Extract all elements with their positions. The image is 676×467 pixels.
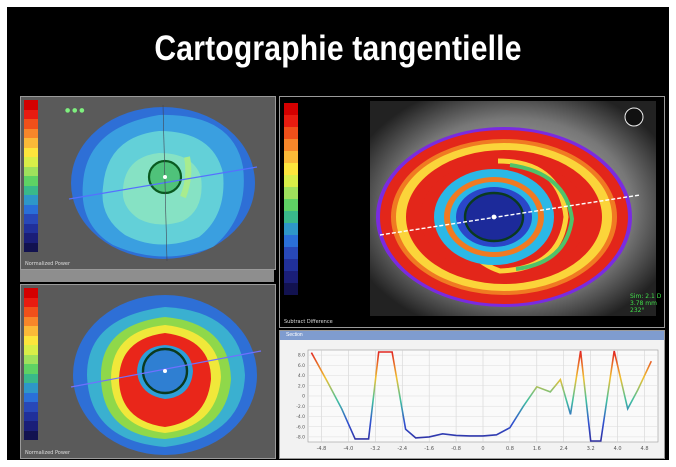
x-tick-label: -4.8 bbox=[317, 446, 327, 452]
color-scale bbox=[24, 288, 38, 440]
x-tick-label: 4.8 bbox=[641, 446, 649, 452]
color-scale bbox=[24, 100, 38, 252]
scale-swatch bbox=[284, 175, 298, 187]
scale-swatch bbox=[24, 128, 38, 138]
profile-panel: Section -4.8 -4.0 -3.2 -2.4 -1.6 -0.8 0 0.8 1.6 2… bbox=[279, 330, 665, 459]
difference-map-panel: Sim: 2.1 D 3.78 mm 232° Subtract Differe… bbox=[279, 96, 665, 328]
scale-swatch bbox=[24, 421, 38, 431]
figure-frame: Cartographie tangentielle ● ● ● Normaliz… bbox=[7, 7, 669, 460]
x-tick-label: -0.8 bbox=[451, 446, 461, 452]
figure-title: Cartographie tangentielle bbox=[154, 29, 522, 68]
scale-swatch bbox=[284, 127, 298, 139]
scale-swatch bbox=[24, 214, 38, 224]
scale-swatch bbox=[284, 247, 298, 259]
scale-swatch bbox=[24, 204, 38, 214]
scale-swatch bbox=[24, 166, 38, 176]
scale-swatch bbox=[284, 151, 298, 163]
scale-swatch bbox=[284, 199, 298, 211]
scale-swatch bbox=[24, 411, 38, 421]
scale-swatch bbox=[284, 283, 298, 295]
scale-swatch bbox=[284, 235, 298, 247]
x-tick-label: -4.0 bbox=[344, 446, 354, 452]
x-tick-label: 0.8 bbox=[506, 446, 514, 452]
y-tick-label: -4.0 bbox=[296, 414, 305, 420]
profile-chart: -4.8 -4.0 -3.2 -2.4 -1.6 -0.8 0 0.8 1.6 2.4 3.2 4.0… bbox=[296, 349, 659, 452]
scale-swatch bbox=[24, 402, 38, 412]
scale-swatch bbox=[24, 297, 38, 307]
scale-swatch bbox=[24, 373, 38, 383]
scale-swatch bbox=[24, 195, 38, 205]
x-tick-label: 3.2 bbox=[587, 446, 595, 452]
curvature-map bbox=[70, 295, 262, 455]
profile-title: Section bbox=[286, 332, 303, 338]
profile-title-bar: Section bbox=[280, 331, 664, 340]
profile-line bbox=[310, 350, 653, 442]
x-tick-label: -1.6 bbox=[424, 446, 434, 452]
scale-swatch bbox=[24, 345, 38, 355]
y-tick-label: -6.0 bbox=[296, 424, 305, 430]
scale-swatch bbox=[24, 223, 38, 233]
scale-swatch bbox=[24, 233, 38, 243]
y-tick-label: -8.0 bbox=[296, 434, 305, 440]
scale-swatch bbox=[24, 100, 38, 110]
scale-swatch bbox=[24, 288, 38, 298]
scale-swatch bbox=[284, 187, 298, 199]
x-tick-label: 4.0 bbox=[614, 446, 622, 452]
bottom-left-map-panel: Normalized Power bbox=[20, 284, 276, 459]
scale-swatch bbox=[24, 326, 38, 336]
x-tick-label: -2.4 bbox=[397, 446, 407, 452]
scale-swatch bbox=[24, 430, 38, 440]
scale-swatch bbox=[24, 185, 38, 195]
map-readout: Sim: 2.1 D 3.78 mm 232° bbox=[630, 293, 662, 314]
scale-swatch bbox=[24, 383, 38, 393]
scale-swatch bbox=[24, 138, 38, 148]
y-tick-label: 4.0 bbox=[298, 373, 305, 379]
scale-swatch bbox=[284, 271, 298, 283]
scale-swatch bbox=[24, 307, 38, 317]
scale-swatch bbox=[24, 242, 38, 252]
y-tick-label: -2.0 bbox=[296, 404, 305, 410]
scale-swatch bbox=[24, 316, 38, 326]
scale-swatch bbox=[24, 176, 38, 186]
scale-swatch bbox=[24, 119, 38, 129]
top-left-map-panel: ● ● ● Normalized Power bbox=[20, 96, 276, 270]
scale-swatch bbox=[24, 354, 38, 364]
y-tick-label: 6.0 bbox=[298, 363, 305, 369]
scale-swatch bbox=[24, 109, 38, 119]
y-tick-label: 2.0 bbox=[298, 383, 305, 389]
map-caption: Subtract Difference bbox=[284, 319, 333, 325]
scale-swatch bbox=[24, 157, 38, 167]
map-parameters: ● ● ● bbox=[65, 107, 85, 114]
scale-swatch bbox=[284, 223, 298, 235]
color-scale bbox=[284, 103, 298, 295]
difference-map bbox=[370, 101, 656, 316]
map-caption: Normalized Power bbox=[25, 450, 71, 456]
scale-swatch bbox=[284, 163, 298, 175]
scale-swatch bbox=[24, 147, 38, 157]
scale-swatch bbox=[284, 139, 298, 151]
map-caption: Normalized Power bbox=[25, 261, 71, 267]
scale-swatch bbox=[284, 115, 298, 127]
curvature-map bbox=[68, 104, 258, 262]
scale-swatch bbox=[284, 211, 298, 223]
scale-swatch bbox=[24, 335, 38, 345]
x-tick-label: -3.2 bbox=[370, 446, 380, 452]
scale-swatch bbox=[284, 259, 298, 271]
scale-swatch bbox=[284, 103, 298, 115]
x-tick-label: 0 bbox=[481, 446, 484, 452]
x-tick-label: 2.4 bbox=[560, 446, 568, 452]
y-tick-label: 8.0 bbox=[298, 353, 305, 359]
scale-swatch bbox=[24, 392, 38, 402]
panel-divider bbox=[20, 270, 274, 282]
scale-swatch bbox=[24, 364, 38, 374]
x-tick-label: 1.6 bbox=[533, 446, 541, 452]
y-tick-label: 0 bbox=[302, 394, 305, 400]
